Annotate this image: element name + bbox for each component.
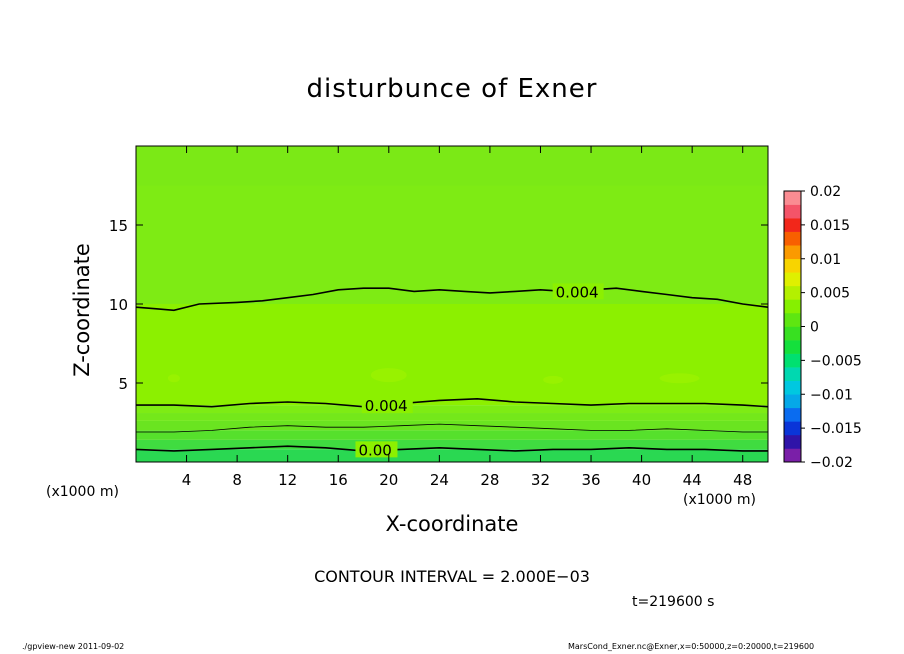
colorbar-segment-15 <box>784 245 801 260</box>
fill-band-6 <box>136 304 768 406</box>
plot-area <box>136 146 768 462</box>
contour-label-bg-3 <box>355 441 398 458</box>
time-label: t=219600 s <box>632 594 715 610</box>
colorbar-segment-14 <box>784 258 801 273</box>
colorbar-segment-19 <box>784 191 801 205</box>
colorbar: 0.02 0.015 0.01 0.005 0 −0.005 −0.01 −0.015 −0.0… <box>783 184 862 471</box>
fill-patch-2 <box>543 375 564 384</box>
x-axis-label: X-coordinate <box>385 512 519 536</box>
colorbar-tick-label: 0 <box>810 320 819 336</box>
colorbar-segment-11 <box>784 299 801 314</box>
colorbar-segment-8 <box>784 340 801 354</box>
colorbar-tick-label: 0.02 <box>810 184 841 200</box>
colorbar-segment-0 <box>784 448 801 463</box>
x-tick-label: 20 <box>379 471 398 489</box>
colorbar-tick-label: 0.01 <box>810 252 841 268</box>
x-tick-label: 24 <box>430 471 449 489</box>
colorbar-tick-label: 0.015 <box>810 218 850 234</box>
x-tick-label: 12 <box>278 471 297 489</box>
contour-label-0: 0.004 <box>556 283 599 301</box>
x-tick-label: 16 <box>329 471 348 489</box>
colorbar-segment-12 <box>784 285 801 300</box>
contour-line-3 <box>136 445 768 452</box>
footer-right: MarsCond_Exner.nc@Exner,x=0:50000,z=0:20… <box>568 642 815 651</box>
colorbar-segment-13 <box>784 272 801 287</box>
contour-label-1: 0.004 <box>365 397 408 415</box>
y-tick-label: 5 <box>118 375 128 393</box>
fill-band-1 <box>136 439 768 450</box>
x-axis: 4 8 12 16 20 24 28 32 36 40 44 48 <box>182 146 752 489</box>
fill-band-4 <box>136 413 768 421</box>
colorbar-tick-label: −0.01 <box>810 387 853 403</box>
fill-patch-3 <box>659 373 700 384</box>
colorbar-segment-4 <box>784 394 801 409</box>
fill-band-3 <box>136 420 768 431</box>
colorbar-segment-9 <box>784 326 801 341</box>
colorbar-segment-3 <box>784 407 801 422</box>
y-axis: 5 10 15 <box>109 217 768 393</box>
contour-interval: CONTOUR INTERVAL = 2.000E−03 <box>314 567 590 586</box>
fill-band-5 <box>136 405 768 414</box>
chart-title: disturbunce of Exner <box>306 74 598 104</box>
x-tick-label: 32 <box>531 471 550 489</box>
contour-line-1 <box>136 397 768 408</box>
x-tick-label: 28 <box>480 471 499 489</box>
y-tick-label: 15 <box>109 217 128 235</box>
colorbar-segment-10 <box>784 312 801 327</box>
fill-band-0 <box>136 449 768 462</box>
x-tick-label: 8 <box>232 471 242 489</box>
colorbar-segment-18 <box>784 204 801 219</box>
contour-label-bg-0 <box>552 283 604 300</box>
footer-left: ./gpview-new 2011-09-02 <box>22 642 125 651</box>
colorbar-tick-label: −0.015 <box>810 421 862 437</box>
y-tick-label: 10 <box>109 296 128 314</box>
colorbar-tick-label: −0.02 <box>810 455 853 471</box>
x-tick-label: 4 <box>182 471 192 489</box>
x-tick-label: 48 <box>733 471 752 489</box>
fill-patch-1 <box>167 374 180 383</box>
contour-lines: 0.004 0.004 0.00 <box>136 283 768 459</box>
x-unit-right: (x1000 m) <box>683 492 756 508</box>
colorbar-tick-label: −0.005 <box>810 353 862 369</box>
colorbar-segment-17 <box>784 218 801 232</box>
fill-top-band <box>136 146 768 186</box>
x-tick-label: 36 <box>581 471 600 489</box>
colorbar-segment-5 <box>784 380 801 395</box>
colorbar-segment-6 <box>784 367 801 381</box>
fill-patch-0 <box>370 368 407 383</box>
colorbar-segment-1 <box>784 434 801 449</box>
y-axis-label: Z-coordinate <box>70 243 94 377</box>
contour-line-2 <box>136 423 768 433</box>
x-tick-label: 40 <box>632 471 651 489</box>
x-unit-left: (x1000 m) <box>46 484 119 500</box>
colorbar-tick-label: 0.005 <box>810 286 850 302</box>
colorbar-segment-7 <box>784 353 801 368</box>
colorbar-segment-16 <box>784 231 801 246</box>
contour-line-0 <box>136 287 768 312</box>
fill-band-2 <box>136 430 768 440</box>
colorbar-segment-2 <box>784 421 801 436</box>
x-tick-label: 44 <box>683 471 702 489</box>
contour-label-3: 0.00 <box>358 441 391 459</box>
contour-label-bg-1 <box>361 397 413 414</box>
